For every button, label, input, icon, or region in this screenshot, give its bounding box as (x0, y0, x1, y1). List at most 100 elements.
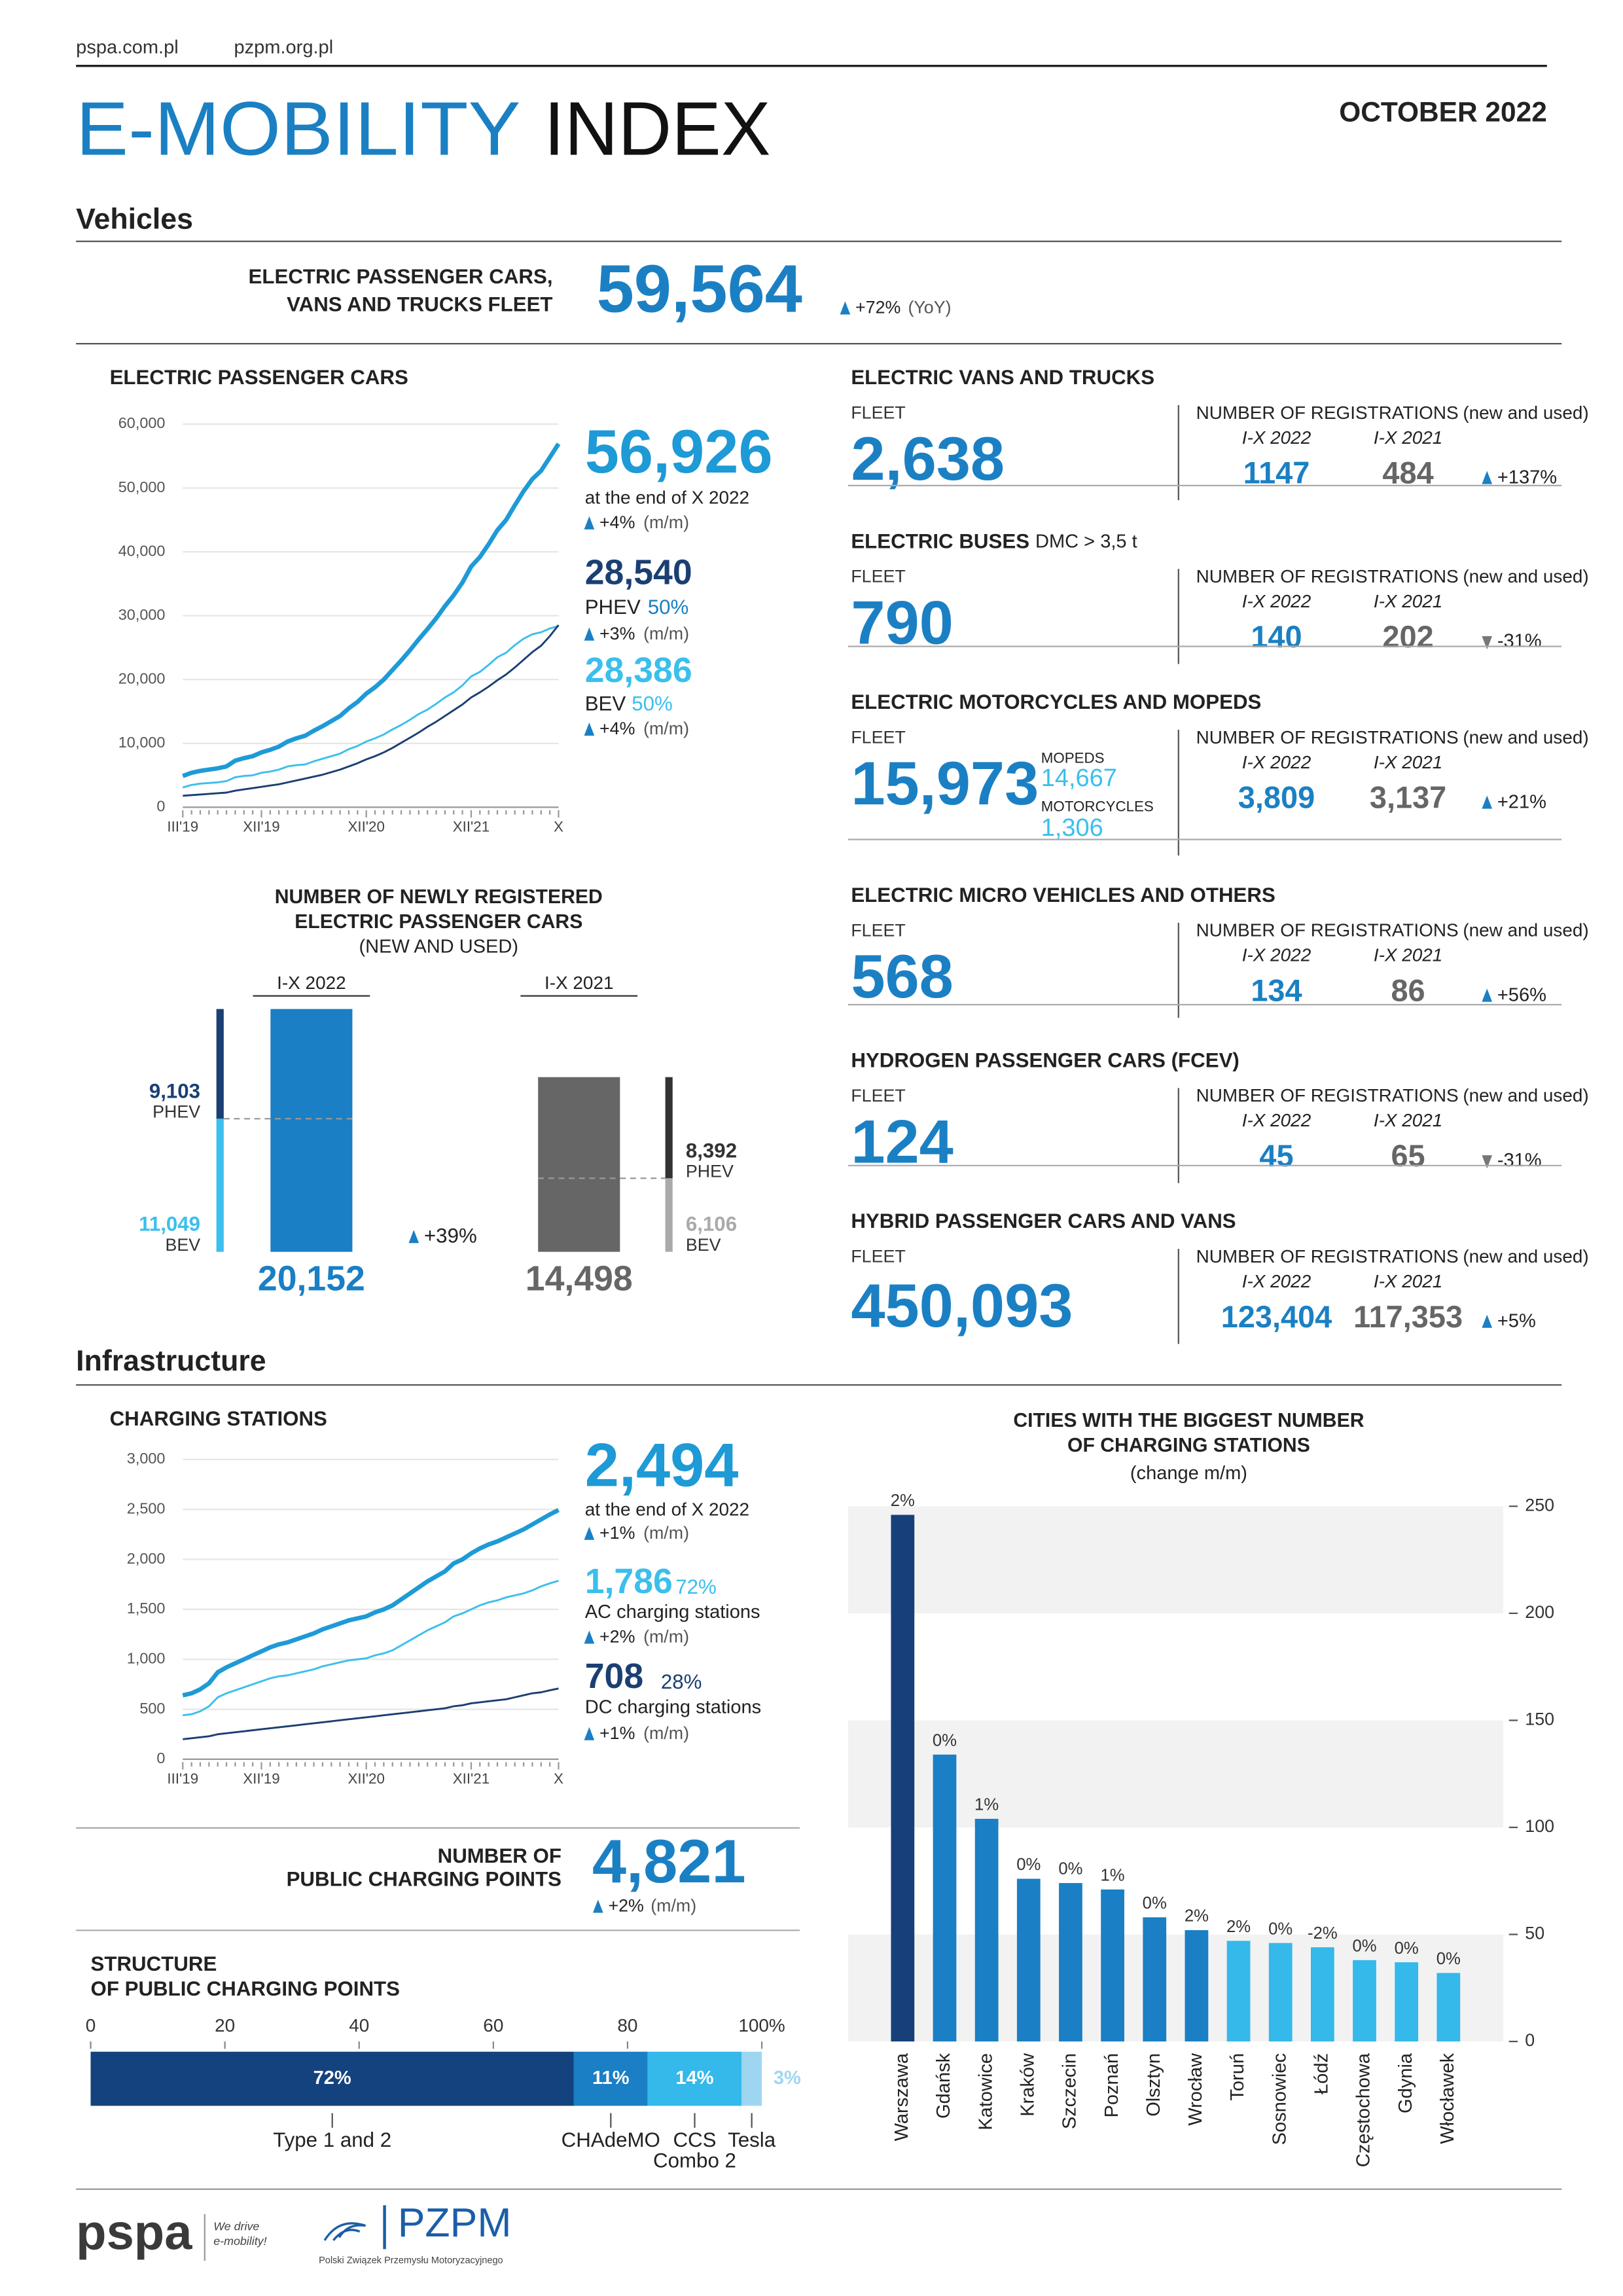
bar (933, 1754, 957, 2042)
x-tick-label: 40 (349, 2015, 369, 2036)
change-arrow (584, 516, 595, 529)
x-tick-label: Olsztyn (1143, 2053, 1164, 2117)
y-tick-label: 2,500 (127, 1499, 166, 1516)
segment-value: 9,103 (149, 1079, 200, 1102)
panel-title: ELECTRIC BUSES (851, 529, 1029, 552)
registrations-note: (new and used) (1463, 920, 1588, 941)
bar (1436, 1973, 1461, 2042)
x-tick-label: XII'20 (348, 819, 384, 835)
y-tick-label: 1,500 (127, 1600, 166, 1617)
segment-name: PHEV (152, 1102, 200, 1121)
y-tick-label: 500 (139, 1700, 165, 1717)
bar (891, 1515, 915, 2042)
category-label: I-X 2022 (277, 973, 346, 993)
public-value: 4,821 (592, 1827, 746, 1895)
title: E-MOBILITY (76, 86, 520, 171)
y-tick-label: 200 (1525, 1602, 1554, 1622)
bar-annotation: 2% (891, 1492, 915, 1510)
legend-label: Tesla (728, 2129, 776, 2151)
header-link: pspa.com.pl (76, 37, 179, 58)
y-tick-label: 0 (156, 798, 165, 815)
segment-value: 8,392 (686, 1139, 737, 1162)
kpi-total: 2,494 (585, 1430, 739, 1499)
fleet-value: 15,973 (851, 749, 1039, 817)
x-tick-label: XII'21 (453, 1770, 490, 1787)
x-tick-label: Katowice (975, 2053, 996, 2130)
change-arrow (584, 627, 595, 641)
x-tick-label: Włocławek (1437, 2053, 1458, 2144)
registrations-value: 123,404 (1221, 1300, 1332, 1334)
panel-title: ELECTRIC VANS AND TRUCKS (851, 366, 1154, 389)
y-tick-label: 100 (1525, 1816, 1554, 1836)
fleet-label: FLEET (851, 1247, 905, 1266)
period: (m/m) (651, 1896, 696, 1916)
y-tick-label: 250 (1525, 1495, 1554, 1515)
kpi-label: DC charging stations (585, 1696, 761, 1717)
change: +2% (599, 1627, 635, 1647)
pzpm-name: Polski Związek Przemysłu Motoryzacyjnego (319, 2255, 503, 2266)
bar (1226, 1941, 1251, 2042)
change-arrow (1482, 1155, 1493, 1169)
period-label: I-X 2021 (1374, 752, 1443, 772)
bar-annotation: -2% (1308, 1924, 1338, 1943)
chart-title: OF PUBLIC CHARGING POINTS (91, 1977, 400, 2000)
bar-annotation: 2% (1226, 1918, 1251, 1936)
period-label: I-X 2022 (1242, 591, 1311, 611)
change-arrow (840, 301, 851, 315)
header-link: pzpm.org.pl (234, 37, 333, 58)
y-tick-label: 60,000 (118, 414, 166, 431)
x-tick-label: XII'20 (348, 1770, 384, 1787)
change: +5% (1497, 1311, 1536, 1332)
x-tick-label: Kraków (1017, 2053, 1038, 2117)
bar (1059, 1883, 1082, 2042)
x-tick-label: XII'19 (243, 1770, 279, 1787)
registrations-value: 140 (1251, 620, 1302, 654)
breakdown-label: MOTORCYCLES (1041, 798, 1154, 814)
chart-title: STRUCTURE (91, 1952, 217, 1975)
change: +137% (1497, 467, 1557, 488)
legend-label: CCS Combo 2 (653, 2129, 736, 2172)
registrations-note: (new and used) (1463, 1085, 1588, 1105)
panel-title: HYBRID PASSENGER CARS AND VANS (851, 1210, 1236, 1232)
bar-annotation: 0% (1352, 1937, 1376, 1955)
y-tick-label: 150 (1525, 1710, 1554, 1729)
kpi-label: BEV (585, 692, 626, 715)
section-heading: Vehicles (76, 203, 193, 235)
bar (974, 1818, 999, 2042)
segment-label: 3% (774, 2068, 801, 2089)
logo-pzpm: PZPM (398, 2200, 512, 2246)
change-arrow (584, 722, 595, 736)
bar-annotation: 0% (1143, 1894, 1167, 1912)
bar-segment (647, 2051, 742, 2106)
chart-title: ELECTRIC PASSENGER CARS (294, 911, 582, 933)
kpi-note: at the end of X 2022 (585, 487, 749, 507)
legend-label-box: CHAdeMO (562, 2129, 660, 2149)
registrations-value: 117,353 (1353, 1300, 1463, 1334)
fleet-label: FLEET (851, 1086, 905, 1105)
segment-bar (665, 1077, 673, 1179)
change-arrow (1482, 1314, 1493, 1328)
bar-annotation: 0% (1436, 1950, 1461, 1968)
period: (m/m) (643, 719, 689, 738)
y-tick-label: 30,000 (118, 606, 166, 623)
bar (538, 1077, 620, 1252)
bar (1143, 1917, 1167, 2042)
period: (m/m) (643, 1627, 689, 1647)
line-series (183, 1687, 559, 1740)
bar-annotation: 0% (933, 1731, 957, 1749)
y-tick-label: 2,000 (127, 1550, 166, 1567)
change: +4% (599, 719, 635, 738)
period-label: I-X 2022 (1242, 1110, 1311, 1130)
x-tick-label: X (554, 819, 563, 835)
registrations-value: 202 (1382, 620, 1433, 654)
registrations-note: (new and used) (1463, 727, 1588, 747)
segment-bar (216, 1009, 224, 1119)
panel-title-note: DMC > 3,5 t (1035, 531, 1137, 552)
period: (m/m) (643, 1723, 689, 1743)
line-series (182, 1508, 560, 1698)
panel-title: CHARGING STATIONS (110, 1407, 327, 1430)
change-note: (YoY) (908, 298, 951, 317)
x-tick-label: 80 (617, 2015, 637, 2036)
registrations-value: 484 (1382, 456, 1433, 490)
line-series (182, 442, 561, 778)
